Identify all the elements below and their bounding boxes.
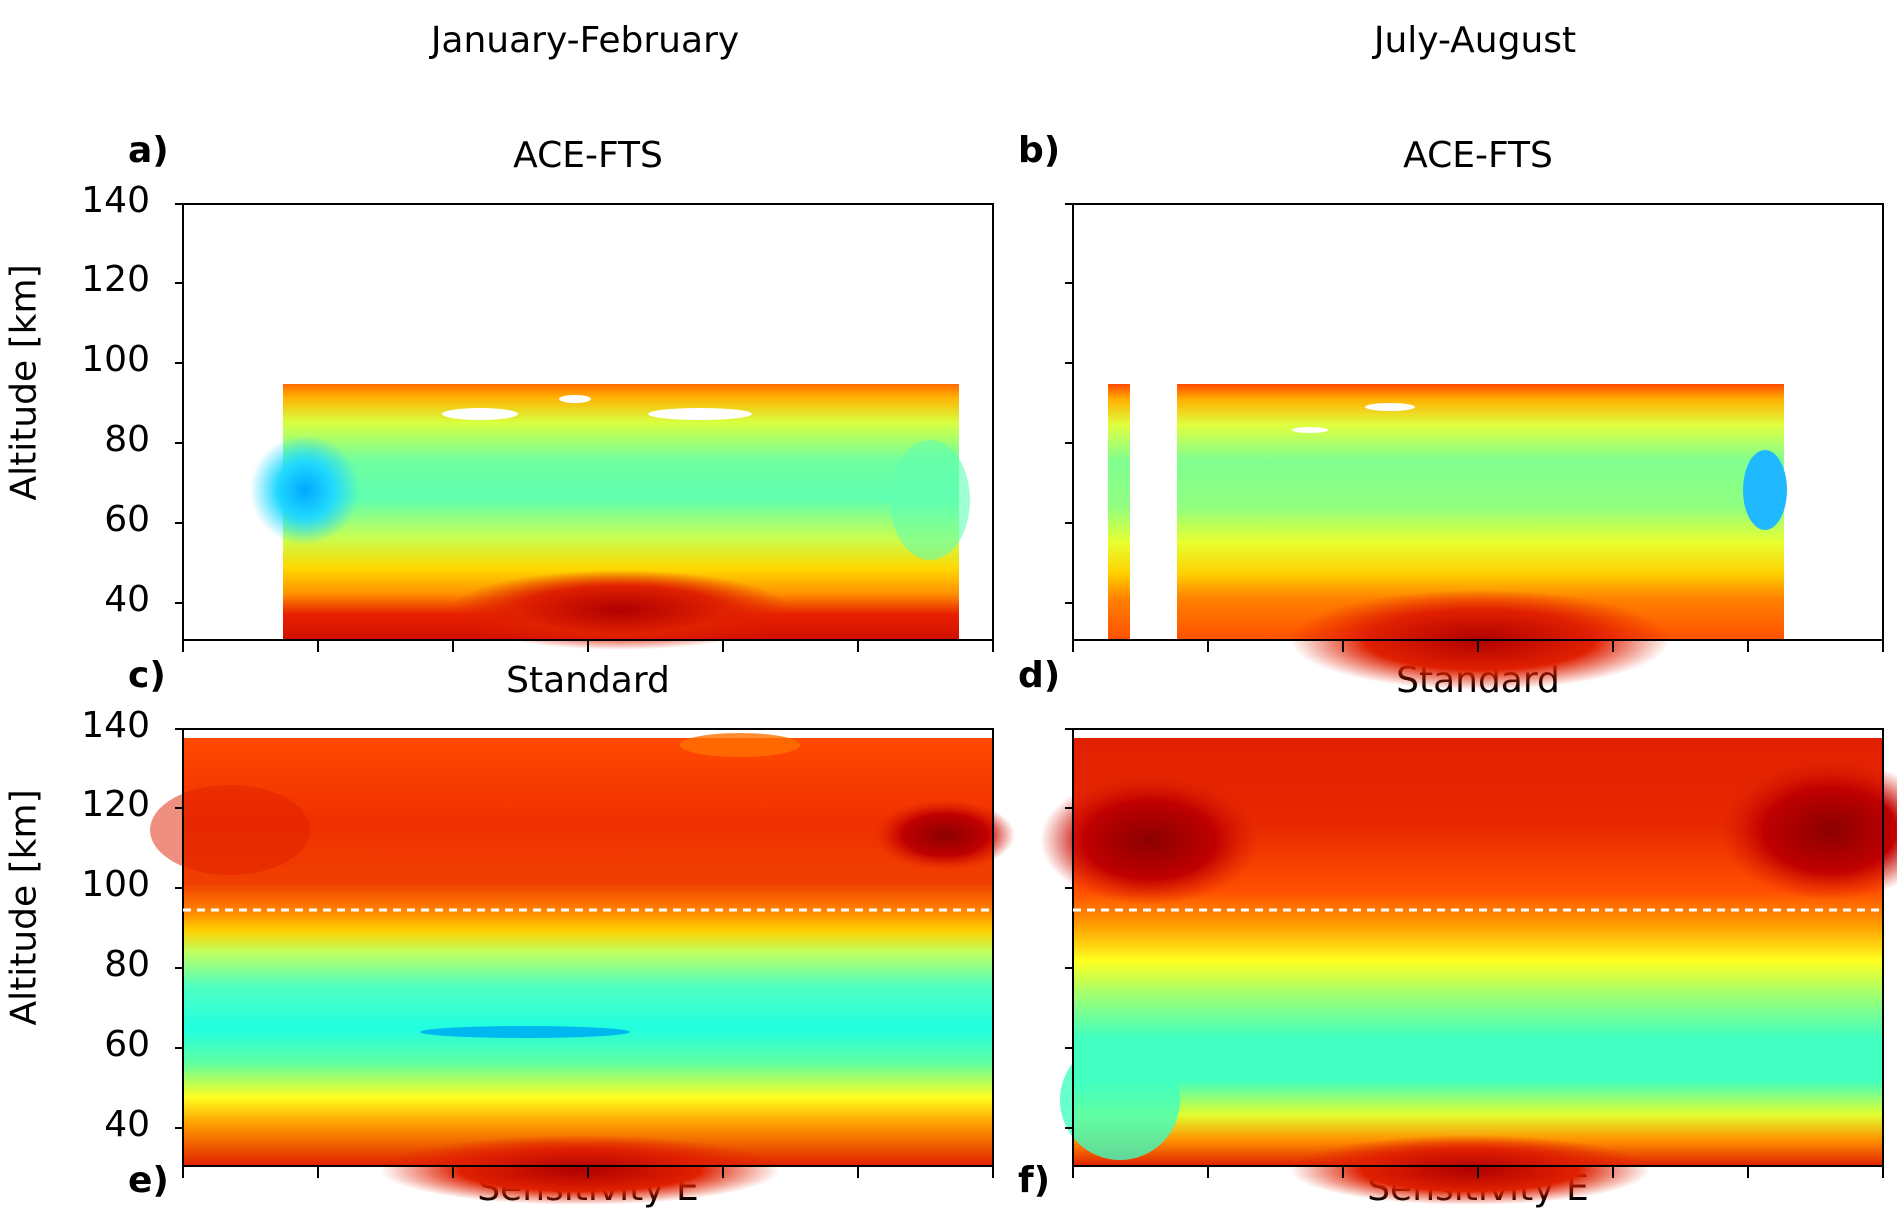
ytick-c-80: 80: [104, 944, 150, 985]
panel-letter-b: b): [1018, 130, 1061, 171]
ytick-c-100: 100: [81, 864, 150, 905]
panel-b-white-gap-2: [1292, 427, 1328, 433]
panel-b-strip: [1108, 384, 1130, 640]
column-title-left: January-February: [430, 20, 740, 61]
panel-c-field: [183, 738, 993, 1166]
y-ticks: [175, 203, 1073, 1129]
ytick-c-140: 140: [81, 705, 150, 746]
ytick-a-40: 40: [104, 579, 150, 620]
panel-title-b: ACE-FTS: [1403, 135, 1553, 176]
panel-d-dark-red-left: [1040, 775, 1260, 905]
ytick-a-60: 60: [104, 499, 150, 540]
panel-c: [150, 733, 1015, 1205]
panel-c-dark-red-right: [875, 800, 1015, 870]
x-ticks: [182, 640, 1884, 1178]
panel-letter-d: d): [1018, 655, 1061, 696]
panel-a-white-gap-1: [442, 408, 518, 420]
panel-b-blue-region: [1743, 450, 1787, 530]
panel-title-c: Standard: [506, 660, 670, 701]
ytick-c-120: 120: [81, 784, 150, 825]
ytick-a-120: 120: [81, 259, 150, 300]
panel-c-dark-red-left: [150, 785, 310, 875]
panel-title-a: ACE-FTS: [513, 135, 663, 176]
panel-a-blue-region: [250, 435, 360, 545]
panel-letter-c: c): [128, 655, 166, 696]
ytick-a-140: 140: [81, 180, 150, 221]
panel-a-cyan-region: [890, 440, 970, 560]
panel-d: [1040, 738, 1897, 1205]
panel-c-orange-top: [680, 733, 800, 757]
panel-d-cyan-bottom: [1060, 1040, 1180, 1160]
panel-letter-a: a): [128, 130, 169, 171]
panel-b: [1108, 384, 1787, 690]
panel-d-dark-red-right: [1720, 760, 1897, 900]
panel-c-red-bottom: [380, 1135, 780, 1205]
figure-svg: [150, 203, 1897, 1205]
column-title-right: July-August: [1373, 20, 1577, 61]
panel-a-white-gap-3: [559, 395, 591, 403]
ytick-c-40: 40: [104, 1104, 150, 1145]
panel-a-red-region: [450, 570, 790, 650]
ytick-c-60: 60: [104, 1024, 150, 1065]
ytick-a-80: 80: [104, 419, 150, 460]
panel-c-blue-streak: [420, 1026, 630, 1038]
panel-a-white-gap-2: [648, 408, 752, 420]
panel-a: [250, 384, 970, 650]
ytick-a-100: 100: [81, 339, 150, 380]
panel-b-white-gap-1: [1365, 403, 1415, 411]
